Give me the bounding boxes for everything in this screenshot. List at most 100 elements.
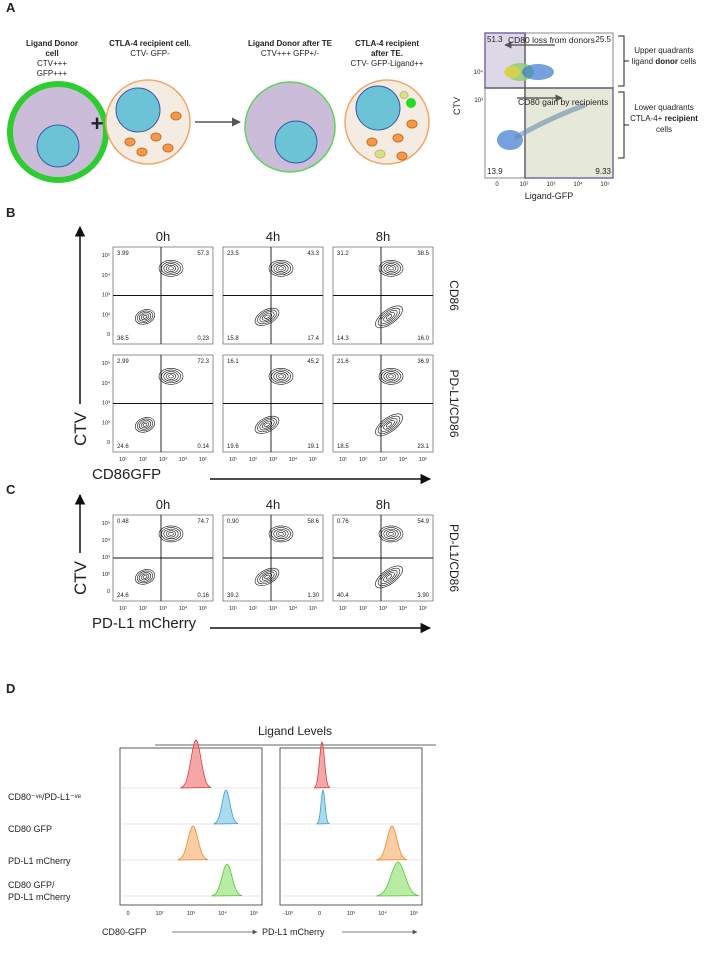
contour — [257, 569, 277, 585]
quadrant-value: 0.90 — [227, 519, 239, 525]
y-tick-label: 10² — [102, 572, 110, 578]
cell-subtitle: CTV- GFP-Ligand++ — [351, 59, 424, 68]
row-label: CD80 GFP — [8, 824, 52, 834]
contour — [168, 266, 174, 271]
cell-subtitle: CTV+++ — [37, 59, 67, 68]
quadrant-value: 38.5 — [117, 336, 129, 342]
x-tick-label: 10³ — [159, 606, 167, 612]
contour — [383, 263, 399, 274]
contour — [140, 573, 150, 581]
quadrant-value: 45.2 — [307, 359, 319, 365]
x-tick-label: 0 — [495, 182, 499, 188]
quadrant-value: 23.5 — [227, 251, 239, 257]
x-tick-label: 10¹ — [339, 606, 347, 612]
note-line: ligand donor cells — [632, 57, 696, 66]
x-tick-label: 10⁵ — [309, 605, 317, 612]
x-axis-label: CD86GFP — [92, 466, 161, 483]
annotation: CD80 gain by recipients — [518, 97, 608, 107]
x-tick-label: 10⁵ — [250, 910, 258, 917]
cell-recipient-after — [344, 79, 430, 165]
panel-title: Ligand Levels — [258, 724, 332, 738]
quadrant-value: 58.6 — [307, 519, 319, 525]
x-tick-label: 10⁴ — [573, 181, 583, 188]
contour — [378, 368, 404, 385]
y-tick-label: 10² — [102, 312, 110, 318]
note-text: donor — [655, 57, 678, 66]
contour — [165, 372, 177, 380]
contour — [264, 422, 270, 427]
x-axis-label: CD80-GFP — [102, 927, 147, 937]
y-tick-label: 0 — [107, 332, 110, 338]
contour — [168, 532, 174, 536]
contour — [261, 421, 273, 429]
contour — [261, 573, 273, 581]
quadrant-value: 23.1 — [417, 444, 429, 450]
contour — [275, 530, 287, 538]
note-line: Lower quadrants — [634, 103, 694, 112]
contour — [136, 310, 154, 324]
cell-donor — [7, 81, 109, 183]
contour — [138, 420, 152, 430]
panel-label: D — [6, 681, 15, 696]
column-header: 4h — [266, 229, 280, 244]
contour — [388, 266, 394, 271]
contour — [254, 567, 280, 586]
contour — [377, 567, 401, 587]
x-tick-label: 10⁴ — [179, 456, 188, 463]
x-tick-label: 10⁴ — [179, 605, 188, 612]
quadrant-value: 0.76 — [337, 519, 349, 525]
contour — [163, 528, 179, 540]
contour — [135, 309, 155, 325]
x-tick-label: 10⁵ — [199, 605, 207, 612]
quadrant-value: 9.33 — [595, 167, 611, 176]
x-tick-label: 10⁵ — [309, 456, 317, 463]
cell-title: after TE. — [371, 49, 403, 58]
contour — [168, 374, 174, 379]
histogram — [316, 789, 331, 825]
x-tick-label: 10¹ — [229, 606, 237, 612]
x-tick-label: 10² — [359, 606, 367, 612]
x-axis-label: PD-L1 mCherry — [262, 927, 325, 937]
x-tick-label: -10³ — [283, 911, 293, 917]
histogram — [376, 825, 408, 861]
row-label: PD-L1 mCherry — [8, 856, 71, 866]
cell-title: CTLA-4 recipient cell. — [109, 39, 191, 48]
contour — [161, 527, 181, 541]
y-axis-label: CTV — [71, 560, 90, 595]
quadrant-value: 38.5 — [417, 251, 429, 257]
contour — [268, 368, 294, 385]
contour — [135, 417, 155, 433]
quadrant-value: 2.99 — [117, 359, 129, 365]
x-tick-label: 10⁴ — [289, 605, 298, 612]
contour — [158, 260, 184, 277]
contour — [261, 313, 273, 321]
contour — [383, 528, 399, 540]
quadrant-value: 15.8 — [227, 336, 239, 342]
x-tick-label: 10³ — [547, 182, 556, 188]
x-tick-label: 0 — [318, 911, 321, 917]
x-tick-label: 10⁴ — [218, 910, 227, 917]
note-text: cells — [656, 125, 672, 134]
note-line: Upper quadrants — [634, 46, 694, 55]
note-text: Upper quadrants — [634, 46, 694, 55]
x-tick-label: 10¹ — [119, 457, 127, 463]
x-tick-label: 10⁵ — [419, 456, 427, 463]
contour — [138, 312, 152, 322]
contour — [158, 368, 184, 385]
row-label: CD86 — [447, 280, 461, 311]
contour — [254, 415, 280, 434]
contour — [161, 261, 181, 276]
quadrant-value: 40.4 — [337, 593, 349, 599]
contour — [385, 264, 397, 272]
histogram — [314, 741, 331, 789]
y-tick-label: 10⁴ — [474, 69, 484, 76]
column-header: 0h — [156, 497, 170, 512]
contour — [378, 525, 404, 543]
quadrant-value: 19.6 — [227, 444, 239, 450]
quadrant-value: 54.9 — [417, 519, 429, 525]
quadrant-value: 74.7 — [197, 519, 209, 525]
contour — [140, 421, 150, 429]
y-tick-label: 10² — [102, 420, 110, 426]
x-tick-label: 10⁵ — [410, 910, 418, 917]
contour — [381, 527, 401, 541]
